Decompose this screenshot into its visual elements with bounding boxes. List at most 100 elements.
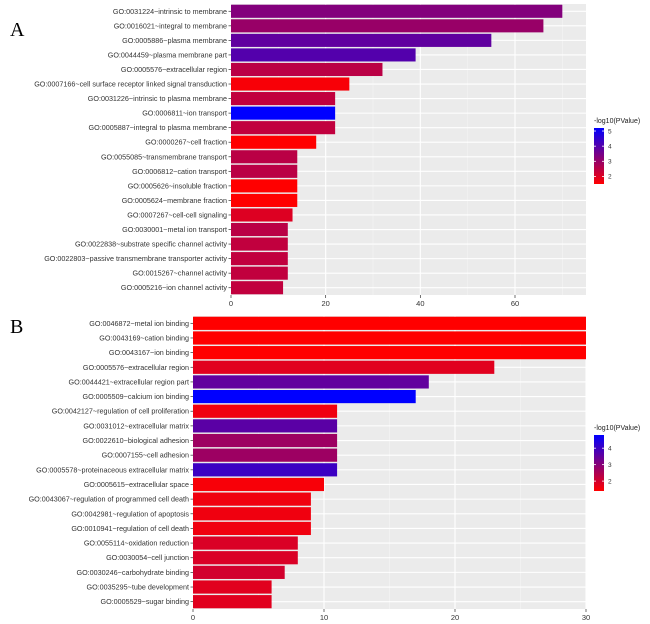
panel-a-bar bbox=[231, 19, 544, 33]
panel-a-bar bbox=[231, 252, 288, 266]
panel-a-bar bbox=[231, 33, 492, 47]
panel-a-bar bbox=[231, 208, 293, 222]
panel-a-bar bbox=[231, 92, 336, 106]
panel-b-category-label: GO:0042127~regulation of cell proliferat… bbox=[52, 407, 189, 416]
panel-b-bar bbox=[193, 521, 311, 536]
panel-b-legend-tick-label: 4 bbox=[608, 445, 612, 452]
panel-a-bar bbox=[231, 77, 350, 91]
panel-b-bar bbox=[193, 477, 324, 492]
panel-b-bar bbox=[193, 346, 586, 360]
panel-a-category-label: GO:0022803~passive transmembrane transpo… bbox=[44, 254, 227, 263]
panel-b-bar bbox=[193, 536, 298, 550]
panel-a-category-label: GO:0005216~ion channel activity bbox=[121, 283, 227, 292]
panel-b-category-label: GO:0022610~biological adhesion bbox=[83, 436, 190, 445]
panel-b-bar bbox=[193, 360, 495, 374]
panel-a-bar bbox=[231, 62, 383, 77]
panel-a-category-label: GO:0022838~substrate specific channel ac… bbox=[75, 240, 227, 249]
panel-a-category-label: GO:0016021~integral to membrane bbox=[114, 21, 227, 30]
panel-a-category-label: GO:0031226~intrinsic to plasma membrane bbox=[88, 94, 227, 103]
panel-a-bar bbox=[231, 179, 298, 193]
panel-a-plot-background bbox=[231, 4, 586, 295]
panel-b-legend-tick-label: 2 bbox=[608, 478, 612, 485]
panel-b-x-tick-label: 10 bbox=[320, 613, 328, 622]
panel-a-bar bbox=[231, 150, 298, 164]
panel-b-bar bbox=[193, 595, 272, 609]
panel-b-x-tick-label: 20 bbox=[451, 613, 459, 622]
panel-a-category-label: GO:0005576~extracellular region bbox=[121, 65, 227, 74]
panel-a-bar bbox=[231, 237, 288, 251]
panel-b-category-label: GO:0005509~calcium ion binding bbox=[83, 392, 190, 401]
panel-b-category-label: GO:0005529~sugar binding bbox=[100, 597, 189, 606]
panel-b-bar bbox=[193, 316, 586, 330]
panel-b-category-label: GO:0007155~cell adhesion bbox=[102, 451, 189, 460]
panel-a-bar bbox=[231, 4, 563, 18]
panel-b-bar bbox=[193, 404, 338, 418]
panel-a-category-label: GO:0031224~intrinsic to membrane bbox=[113, 7, 227, 16]
panel-a-category-label: GO:0055085~transmembrane transport bbox=[101, 152, 227, 161]
panel-a-legend-colorbar bbox=[594, 128, 604, 184]
panel-b-category-label: GO:0030246~carbohydrate binding bbox=[77, 568, 190, 577]
panel-a-category-label: GO:0005626~insoluble fraction bbox=[128, 181, 227, 190]
panel-b: B GO:0046872~metal ion binding GO:0043169~… bbox=[10, 316, 640, 622]
panel-b-legend-colorbar bbox=[594, 435, 604, 491]
panel-b-category-label: GO:0010941~regulation of cell death bbox=[71, 524, 189, 533]
panel-b-bar bbox=[193, 551, 298, 565]
panel-a: A GO:0031224~intrinsic to membrane GO:0016… bbox=[10, 4, 640, 308]
panel-b-category-label: GO:0031012~extracellular matrix bbox=[83, 421, 189, 430]
panel-a-letter: A bbox=[10, 19, 25, 41]
panel-b-category-label: GO:0005576~extracellular region bbox=[83, 363, 189, 372]
panel-b-bar bbox=[193, 463, 338, 477]
panel-a-category-label: GO:0015267~channel activity bbox=[133, 269, 228, 278]
panel-a-x-tick-label: 40 bbox=[416, 299, 424, 308]
panel-b-bar bbox=[193, 389, 416, 404]
panel-a-bar bbox=[231, 48, 416, 62]
panel-b-bar bbox=[193, 492, 311, 506]
panel-a-category-label: GO:0000267~cell fraction bbox=[145, 138, 227, 147]
panel-a-bar bbox=[231, 266, 288, 280]
panel-a-bar bbox=[231, 164, 298, 178]
panel-b-bar bbox=[193, 448, 338, 462]
panel-b-x-tick-label: 30 bbox=[582, 613, 590, 622]
panel-b-category-label: GO:0035295~tube development bbox=[87, 583, 190, 592]
panel-b-bar bbox=[193, 419, 338, 433]
panel-b-category-label: GO:0044421~extracellular region part bbox=[69, 377, 189, 386]
panel-a-bar bbox=[231, 135, 317, 149]
panel-a-legend-tick-label: 5 bbox=[608, 128, 612, 135]
panel-a-bar bbox=[231, 281, 284, 295]
panel-b-category-label: GO:0043167~ion binding bbox=[109, 348, 189, 357]
panel-a-bar bbox=[231, 121, 336, 135]
panel-a-x-tick-label: 0 bbox=[229, 299, 233, 308]
panel-b-category-label: GO:0042981~regulation of apoptosis bbox=[71, 509, 189, 518]
panel-a-bar bbox=[231, 193, 298, 207]
panel-b-category-label: GO:0055114~oxidation reduction bbox=[84, 539, 189, 548]
panel-a-x-tick-label: 20 bbox=[321, 299, 329, 308]
panel-a-bar bbox=[231, 106, 336, 120]
panel-b-bar bbox=[193, 433, 338, 448]
panel-b-category-label: GO:0043169~cation binding bbox=[99, 333, 189, 342]
panel-a-category-label: GO:0006811~ion transport bbox=[142, 109, 227, 118]
panel-b-category-label: GO:0046872~metal ion binding bbox=[89, 319, 189, 328]
panel-b-category-label: GO:0005615~extracellular space bbox=[84, 480, 189, 489]
panel-b-category-label: GO:0030054~cell junction bbox=[106, 553, 189, 562]
panel-b-letter: B bbox=[10, 316, 23, 338]
panel-a-legend-tick-label: 4 bbox=[608, 143, 612, 150]
panel-b-category-label: GO:0005578~proteinaceous extracellular m… bbox=[36, 465, 189, 474]
panel-a-legend-title: -log10(PValue) bbox=[594, 118, 640, 125]
panel-a-category-label: GO:0006812~cation transport bbox=[132, 167, 227, 176]
panel-b-bar bbox=[193, 565, 285, 579]
panel-a-category-label: GO:0005624~membrane fraction bbox=[122, 196, 227, 205]
panel-b-category-label: GO:0043067~regulation of programmed cell… bbox=[29, 495, 189, 504]
panel-a-bar bbox=[231, 222, 288, 237]
panel-b-legend-title: -log10(PValue) bbox=[594, 425, 640, 432]
panel-a-category-label: GO:0005886~plasma membrane bbox=[122, 36, 227, 45]
panel-b-legend-tick-label: 3 bbox=[608, 462, 612, 469]
panel-a-x-tick-label: 60 bbox=[511, 299, 519, 308]
panel-b-bar bbox=[193, 580, 272, 594]
panel-a-category-label: GO:0030001~metal ion transport bbox=[122, 225, 227, 234]
panel-b-x-tick-label: 0 bbox=[191, 613, 195, 622]
panel-a-category-label: GO:0007267~cell-cell signaling bbox=[127, 210, 227, 219]
panel-a-category-label: GO:0005887~integral to plasma membrane bbox=[89, 123, 227, 132]
panel-b-bar bbox=[193, 507, 311, 521]
panel-b-bar bbox=[193, 375, 429, 389]
